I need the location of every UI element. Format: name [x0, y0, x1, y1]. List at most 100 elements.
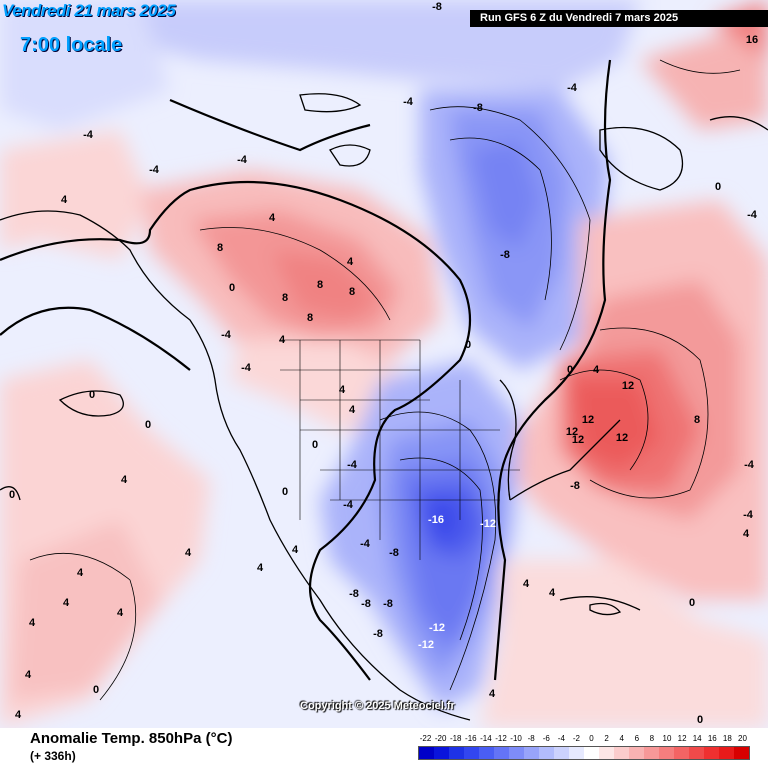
legend-tick: -18 — [449, 734, 462, 743]
anomaly-label: 8 — [348, 286, 356, 298]
anomaly-label: 4 — [348, 404, 356, 416]
anomaly-label: 8 — [693, 414, 701, 426]
anomaly-label: 4 — [184, 547, 192, 559]
anomaly-label: 0 — [566, 364, 574, 376]
anomaly-label: 0 — [8, 489, 16, 501]
anomaly-label: -8 — [349, 588, 359, 600]
legend-swatch — [689, 747, 704, 759]
anomaly-label: 4 — [116, 607, 124, 619]
map-graphic — [0, 0, 768, 728]
anomaly-label: 4 — [488, 688, 496, 700]
anomaly-label: 4 — [62, 597, 70, 609]
anomaly-label: 4 — [60, 194, 68, 206]
legend-tick: -2 — [572, 734, 581, 743]
lead-time: (+ 336h) — [30, 749, 76, 763]
anomaly-label: -4 — [747, 209, 757, 221]
anomaly-label: 12 — [621, 380, 635, 392]
anomaly-label: -4 — [360, 538, 370, 550]
anomaly-label: -4 — [743, 509, 753, 521]
legend-swatch — [719, 747, 734, 759]
legend-tick: -14 — [480, 734, 492, 743]
legend-tick: 16 — [707, 734, 717, 743]
anomaly-label: -8 — [389, 547, 399, 559]
anomaly-label: 4 — [14, 709, 22, 721]
forecast-time: 7:00 locale — [20, 34, 123, 56]
legend-tick: -12 — [495, 734, 507, 743]
anomaly-label: -4 — [744, 459, 754, 471]
legend-swatch — [539, 747, 554, 759]
anomaly-label: 4 — [346, 256, 354, 268]
temperature-anomaly-map: -8 16 -4 -8 -4 -4 -4 -4 0 -4 4 4 8 4 -8 8 8 8 0 -4 4 8 0 4 0 12 -4… — [0, 0, 768, 728]
legend-tick: 8 — [649, 734, 655, 743]
anomaly-label: 4 — [522, 578, 530, 590]
anomaly-label: 4 — [742, 528, 750, 540]
legend-tick: -20 — [434, 734, 447, 743]
anomaly-label: -8 — [383, 598, 393, 610]
field-title: Anomalie Temp. 850hPa (°C) — [30, 730, 233, 747]
legend-swatch — [494, 747, 509, 759]
legend-tick: 10 — [662, 734, 672, 743]
anomaly-label: 0 — [228, 282, 236, 294]
anomaly-label: -4 — [347, 459, 357, 471]
anomaly-label: -4 — [83, 129, 93, 141]
anomaly-label: 0 — [696, 714, 704, 726]
anomaly-label: 0 — [688, 597, 696, 609]
legend-swatch — [419, 747, 434, 759]
legend-tick: -16 — [465, 734, 477, 743]
anomaly-label: -4 — [237, 154, 247, 166]
anomaly-label: 12 — [565, 426, 579, 438]
color-legend — [418, 746, 750, 760]
legend-tick-labels: -22 -20 -18 -16 -14 -12 -10 -8 -6 -4 -2 0 2 4 6 8 10 12 14… — [418, 734, 750, 746]
anomaly-label: 0 — [311, 439, 319, 451]
legend-tick: 18 — [722, 734, 732, 743]
legend-tick: 2 — [604, 734, 609, 743]
anomaly-label: 16 — [745, 34, 759, 46]
anomaly-label: 4 — [76, 567, 84, 579]
legend-tick: -10 — [510, 734, 522, 743]
anomaly-label: -12 — [418, 639, 434, 651]
anomaly-label: -8 — [570, 480, 580, 492]
legend-tick: 20 — [738, 734, 747, 743]
legend-tick: 4 — [619, 734, 624, 743]
anomaly-label: 4 — [291, 544, 299, 556]
legend-swatch — [584, 747, 599, 759]
legend-swatch — [704, 747, 719, 759]
anomaly-label: 8 — [216, 242, 224, 254]
anomaly-label: -8 — [473, 102, 483, 114]
anomaly-label: 0 — [88, 389, 96, 401]
anomaly-label: 12 — [615, 432, 629, 444]
legend-tick: 14 — [692, 734, 702, 743]
legend-swatch — [569, 747, 584, 759]
legend-tick: 12 — [677, 734, 687, 743]
anomaly-label: 4 — [338, 384, 346, 396]
anomaly-label: -4 — [403, 96, 413, 108]
legend-swatch — [509, 747, 524, 759]
legend-tick: 0 — [589, 734, 594, 743]
anomaly-label: 4 — [278, 334, 286, 346]
anomaly-label: -4 — [343, 499, 353, 511]
anomaly-label: 0 — [464, 339, 472, 351]
anomaly-label: -4 — [567, 82, 577, 94]
anomaly-label: 0 — [144, 419, 152, 431]
anomaly-label: -12 — [480, 518, 496, 530]
copyright: Copyright © 2025 Meteociel.fr — [300, 700, 455, 712]
forecast-date: Vendredi 21 mars 2025 — [2, 1, 176, 20]
anomaly-label: 4 — [120, 474, 128, 486]
anomaly-label: -4 — [221, 329, 231, 341]
model-run-info: Run GFS 6 Z du Vendredi 7 mars 2025 — [470, 10, 768, 27]
legend-swatch — [464, 747, 479, 759]
anomaly-label: -8 — [361, 598, 371, 610]
anomaly-label: 4 — [548, 587, 556, 599]
anomaly-label: -8 — [500, 249, 510, 261]
anomaly-label: 0 — [714, 181, 722, 193]
legend-swatch — [554, 747, 569, 759]
anomaly-label: 12 — [571, 434, 585, 446]
legend-swatch — [659, 747, 674, 759]
anomaly-label: 8 — [316, 279, 324, 291]
legend-swatch — [614, 747, 629, 759]
anomaly-label: 0 — [92, 684, 100, 696]
legend-swatch — [674, 747, 689, 759]
anomaly-label: 8 — [281, 292, 289, 304]
anomaly-label: 4 — [28, 617, 36, 629]
anomaly-label: 8 — [306, 312, 314, 324]
